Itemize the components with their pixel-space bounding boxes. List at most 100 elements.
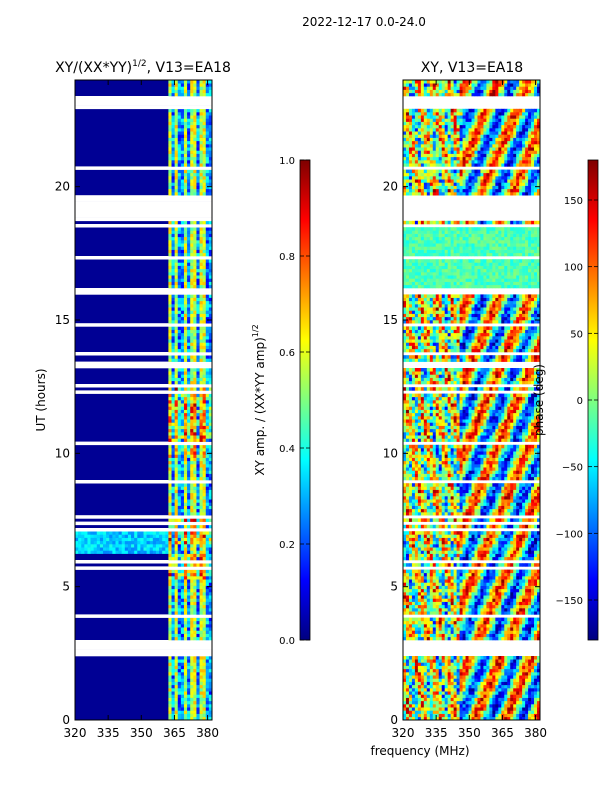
phase-cell <box>441 595 445 599</box>
amp-cell <box>202 713 207 718</box>
amp-cell <box>171 457 175 462</box>
amp-cell <box>174 115 179 119</box>
amp-cell <box>205 307 210 311</box>
amp-cell <box>208 281 213 286</box>
amp-cell <box>205 569 210 574</box>
amp-cell <box>202 230 207 234</box>
phase-cell <box>507 684 511 689</box>
amp-cell <box>196 400 200 404</box>
phase-cell <box>537 592 541 596</box>
amp-cell <box>190 620 194 625</box>
phase-cell <box>441 627 445 631</box>
amp-cell <box>196 393 200 398</box>
amp-cell <box>202 192 207 196</box>
phase-cell <box>525 576 529 580</box>
amp-cell <box>187 544 191 548</box>
amp-cell <box>174 585 179 590</box>
phase-cell <box>450 582 454 586</box>
amp-cell <box>205 627 210 631</box>
phase-cell <box>510 630 514 634</box>
amp-cell <box>196 128 200 132</box>
amp-cell <box>180 489 185 494</box>
phase-cell <box>435 624 440 628</box>
amp-cell <box>183 246 188 250</box>
phase-cell <box>483 675 487 679</box>
amp-cell <box>187 419 191 423</box>
amp-cell <box>193 716 197 721</box>
amp-cell <box>180 467 185 471</box>
phase-cell <box>441 681 445 686</box>
phase-cell <box>462 697 466 702</box>
phase-cell <box>403 569 407 574</box>
amp-cell <box>187 268 191 273</box>
phase-cell <box>537 617 541 622</box>
phase-cell <box>420 544 425 548</box>
amp-cell <box>196 665 200 670</box>
phase-cell <box>426 665 431 670</box>
amp-cell <box>199 368 203 372</box>
amp-cell <box>137 550 141 554</box>
amp-cell <box>202 275 207 279</box>
phase-cell <box>534 620 538 625</box>
phase-cell <box>501 617 505 622</box>
amp-cell <box>177 131 182 135</box>
amp-cell <box>174 150 179 154</box>
phase-cell <box>522 659 526 663</box>
phase-cell <box>519 710 523 714</box>
amp-cell <box>202 326 207 330</box>
phase-cell <box>456 582 460 586</box>
amp-cell <box>177 329 182 334</box>
amp-cell <box>109 537 113 542</box>
phase-cell <box>495 531 499 535</box>
phase-cell <box>417 598 422 602</box>
amp-cell <box>208 172 213 177</box>
phase-cell <box>474 524 478 529</box>
amp-cell <box>208 115 213 119</box>
amp-cell <box>174 272 179 276</box>
phase-cell <box>441 537 445 542</box>
phase-cell <box>495 656 499 660</box>
amp-cell <box>205 121 210 126</box>
amp-cell <box>193 185 197 190</box>
amp-cell <box>205 355 210 359</box>
amp-cell <box>124 540 129 545</box>
amp-cell <box>202 118 207 122</box>
amp-cell <box>174 185 179 190</box>
phase-cell <box>471 697 475 702</box>
phase-cell <box>453 630 457 634</box>
amp-cell <box>187 227 191 231</box>
amp-cell <box>199 601 203 606</box>
phase-cell <box>438 608 443 612</box>
amp-cell <box>202 345 207 350</box>
phase-cell <box>462 694 466 698</box>
phase-cell <box>444 534 448 538</box>
amp-cell <box>177 227 182 231</box>
amp-cell <box>118 547 123 551</box>
phase-cell <box>453 678 457 682</box>
phase-cell <box>450 544 454 548</box>
phase-cell <box>420 694 425 698</box>
amp-cell <box>171 499 175 503</box>
phase-cell <box>513 662 517 666</box>
amp-cell <box>193 371 197 375</box>
phase-cell <box>426 563 431 567</box>
amp-cell <box>187 438 191 442</box>
amp-cell <box>199 80 203 84</box>
amp-cell <box>202 265 207 270</box>
amp-cell <box>152 544 157 548</box>
amp-cell <box>202 387 207 391</box>
amp-cell <box>171 627 175 631</box>
phase-cell <box>528 684 532 689</box>
amp-cell <box>187 425 191 430</box>
amp-cell <box>196 374 200 378</box>
phase-cell <box>403 665 407 670</box>
phase-cell <box>403 662 407 666</box>
phase-cell <box>408 595 413 599</box>
phase-cell <box>435 630 440 634</box>
amp-cell <box>171 707 175 711</box>
phase-cell <box>438 611 443 615</box>
phase-cell <box>462 710 466 714</box>
amp-cell <box>180 595 185 599</box>
phase-cell <box>447 534 451 538</box>
amp-cell <box>199 400 203 404</box>
